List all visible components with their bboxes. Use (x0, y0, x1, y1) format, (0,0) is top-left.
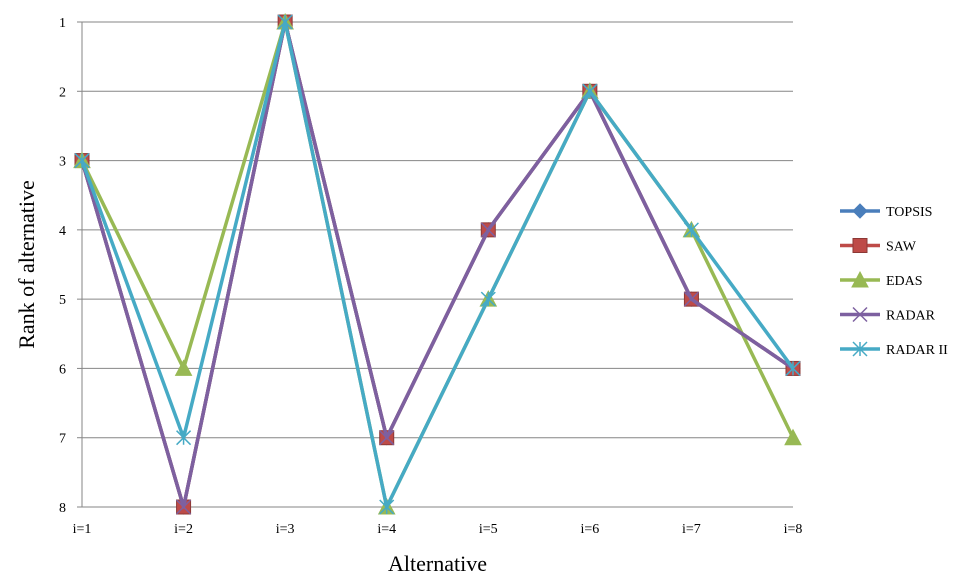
legend-item-radar-ii: RADAR II (840, 341, 948, 358)
legend-item-saw: SAW (840, 238, 917, 255)
data-point-radar-ii (683, 222, 699, 238)
series-lines (73, 12, 802, 515)
series-line-topsis (80, 20, 794, 509)
x-tick-label: i=1 (73, 522, 92, 537)
data-point-radar-ii (277, 14, 293, 30)
data-point-radar-ii (379, 499, 395, 515)
y-tick-label: 6 (59, 362, 66, 377)
data-point-radar (379, 430, 395, 446)
legend-label: EDAS (886, 274, 923, 289)
legend-label: TOPSIS (886, 205, 932, 220)
data-point-edas (174, 359, 193, 376)
data-point-radar (176, 499, 192, 515)
legend-label: RADAR (886, 309, 936, 324)
legend-item-radar: RADAR (840, 306, 936, 324)
legend-item-topsis: TOPSIS (840, 203, 932, 220)
y-tick-label: 4 (59, 224, 66, 239)
data-point-radar (683, 291, 699, 307)
x-tick-label: i=8 (784, 522, 803, 537)
legend-label: RADAR II (886, 343, 948, 358)
series-radar-ii (74, 14, 801, 515)
series-line-edas (80, 20, 795, 509)
x-tick-label: i=2 (174, 522, 193, 537)
x-tick-label: i=3 (276, 522, 295, 537)
legend-label: SAW (886, 240, 917, 255)
data-point-radar-ii (582, 83, 598, 99)
y-tick-label: 5 (59, 293, 66, 308)
axes (77, 21, 83, 508)
data-point-radar-ii (74, 153, 90, 169)
legend-marker (852, 306, 868, 323)
series-line-radar (80, 20, 794, 509)
legend-marker (851, 270, 869, 288)
y-tick-label: 2 (59, 85, 66, 100)
legend-marker (852, 238, 868, 253)
y-tick-label: 3 (59, 155, 66, 170)
x-tick-labels: i=1 i=2 i=3 i=4 i=5 i=6 i=7 i=8 (73, 522, 803, 537)
series-line-saw (80, 20, 794, 509)
y-tick-labels: 1 2 3 4 5 6 7 8 (59, 16, 66, 516)
x-tick-label: i=6 (580, 522, 599, 537)
x-axis-title: Alternative (388, 551, 487, 576)
y-tick-label: 8 (59, 501, 66, 516)
y-tick-label: 1 (59, 16, 66, 31)
data-point-radar (480, 222, 496, 238)
data-point-edas (784, 428, 802, 446)
legend-marker (852, 341, 868, 357)
legend-item-edas: EDAS (840, 270, 923, 289)
y-axis-title: Rank of alternative (14, 180, 39, 349)
y-tick-label: 7 (59, 432, 66, 447)
legend: TOPSIS SAW EDAS RADAR RADAR II (840, 203, 948, 358)
x-tick-label: i=4 (377, 522, 396, 537)
grid-lines (82, 21, 793, 508)
series-line-radar-ii (80, 20, 795, 509)
x-tick-label: i=7 (682, 522, 701, 537)
x-tick-label: i=5 (479, 522, 498, 537)
data-point-radar-ii (176, 430, 192, 446)
legend-marker (852, 203, 868, 219)
data-point-radar-ii (480, 291, 496, 307)
data-point-radar-ii (785, 360, 801, 376)
